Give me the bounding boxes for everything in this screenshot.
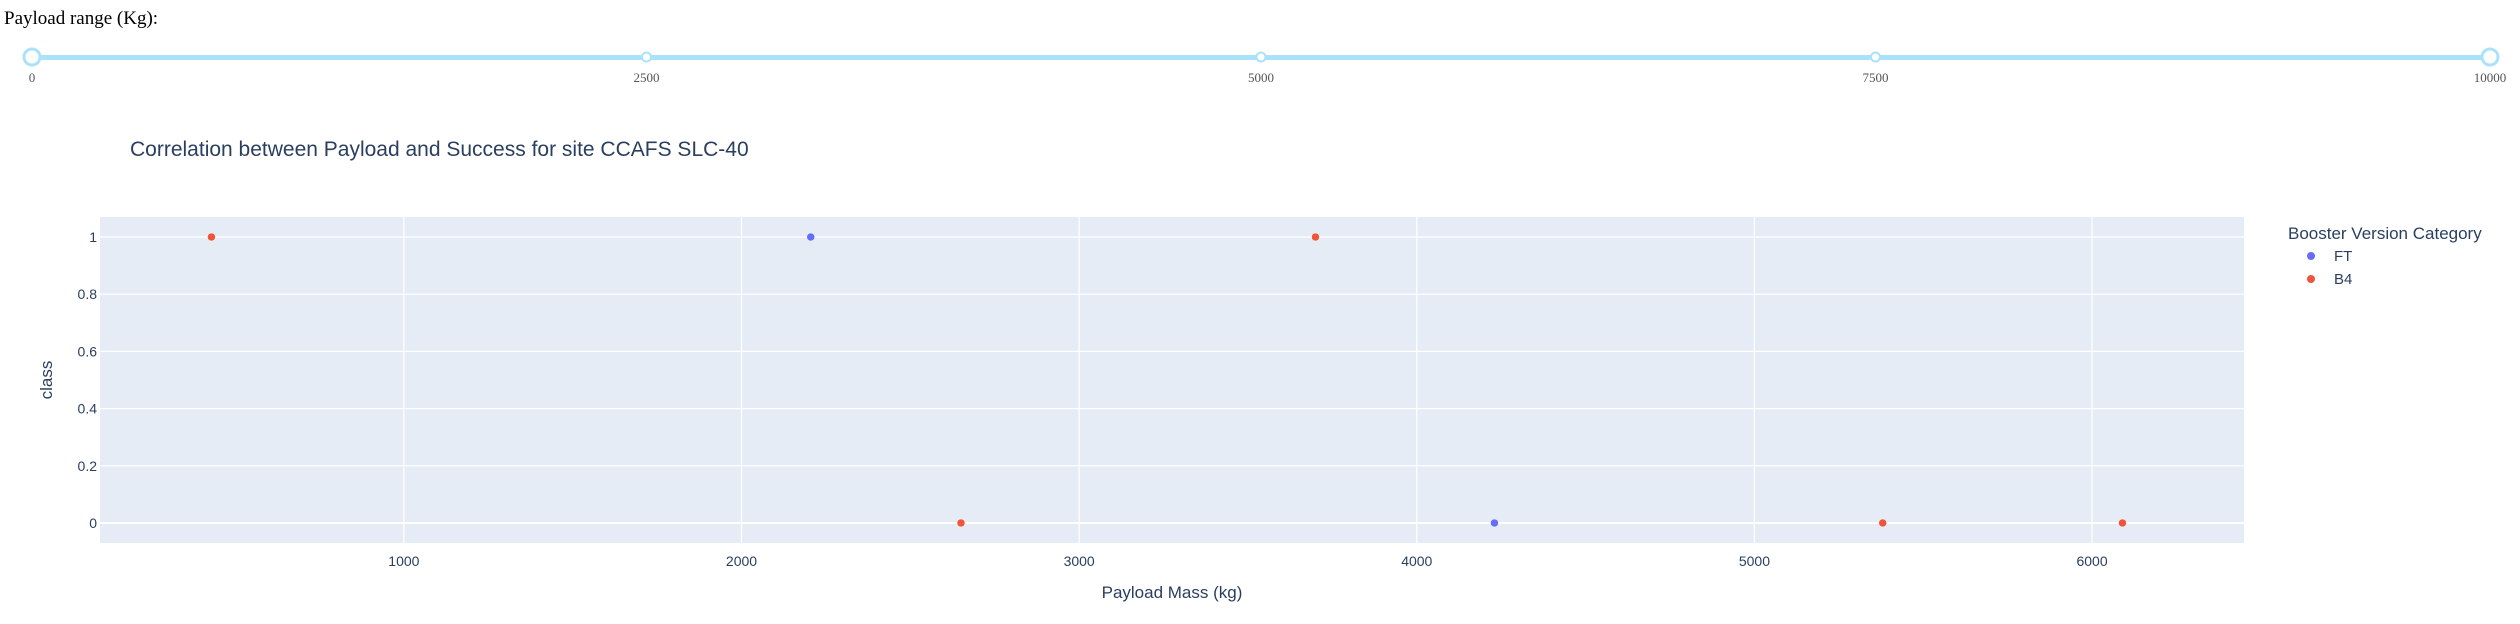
x-tick-label: 4000 <box>1401 553 1432 569</box>
chart-title: Correlation between Payload and Success … <box>130 138 749 161</box>
legend: Booster Version Category FT B4 <box>2288 224 2482 288</box>
slider-mark-label[interactable]: 2500 <box>634 70 660 85</box>
legend-marker-b4[interactable] <box>2307 275 2315 283</box>
legend-title: Booster Version Category <box>2288 224 2482 243</box>
y-tick-label: 0.2 <box>78 458 98 474</box>
slider-mark-dot[interactable] <box>641 51 652 63</box>
y-tick-label: 0.6 <box>78 343 98 359</box>
y-tick-label: 0.8 <box>78 286 98 302</box>
slider-mark-dot[interactable] <box>1870 51 1881 63</box>
legend-marker-ft[interactable] <box>2307 252 2315 260</box>
payload-range-label: Payload range (Kg): <box>4 8 159 29</box>
slider-mark-label[interactable]: 7500 <box>1863 70 1889 85</box>
y-tick-label: 0 <box>89 515 97 531</box>
y-axis-title: class <box>37 361 56 400</box>
y-tick-label: 0.4 <box>78 401 98 417</box>
plot-area <box>100 217 2244 543</box>
payload-range-slider[interactable]: 0 2500 5000 7500 10000 <box>0 0 2520 95</box>
data-point-b4[interactable] <box>1878 518 1887 528</box>
data-point-b4[interactable] <box>2118 518 2127 528</box>
data-point-b4[interactable] <box>1311 232 1320 242</box>
data-point-ft[interactable] <box>806 232 815 242</box>
slider-mark-label[interactable]: 5000 <box>1248 70 1274 85</box>
payload-success-scatter-chart: Correlation between Payload and Success … <box>37 138 2482 602</box>
slider-mark-label[interactable]: 10000 <box>2474 70 2507 85</box>
x-axis-title: Payload Mass (kg) <box>1102 583 1243 602</box>
x-tick-label: 1000 <box>388 553 419 569</box>
slider-mark-label[interactable]: 0 <box>29 70 36 85</box>
legend-label-b4[interactable]: B4 <box>2334 271 2352 288</box>
slider-handle-min[interactable] <box>22 47 42 67</box>
slider-handle-max[interactable] <box>2480 47 2500 67</box>
x-tick-label: 2000 <box>726 553 757 569</box>
x-tick-label: 5000 <box>1739 553 1770 569</box>
data-point-ft[interactable] <box>1490 518 1499 528</box>
data-point-b4[interactable] <box>956 518 966 528</box>
y-tick-label: 1 <box>89 229 97 245</box>
x-tick-label: 3000 <box>1064 553 1095 569</box>
data-point-b4[interactable] <box>207 232 216 242</box>
legend-label-ft[interactable]: FT <box>2334 248 2352 265</box>
slider-mark-dot[interactable] <box>1255 51 1267 63</box>
x-tick-label: 6000 <box>2076 553 2107 569</box>
